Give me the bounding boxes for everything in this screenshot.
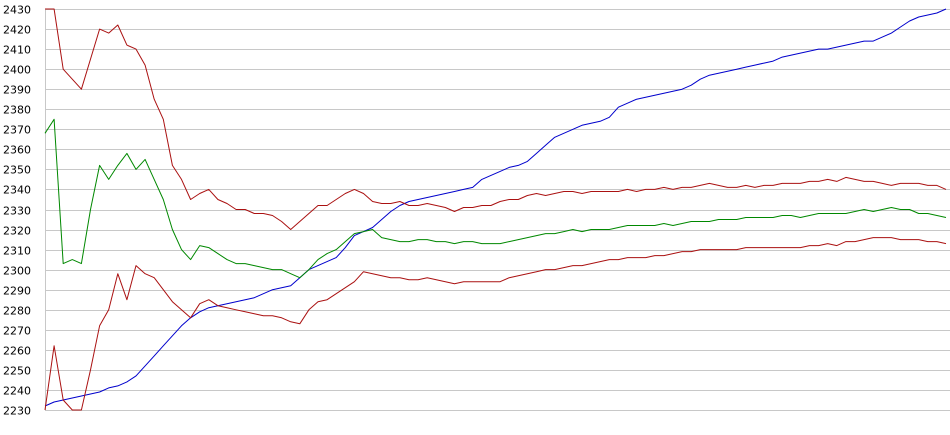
y-tick-label: 2330: [3, 205, 31, 218]
series-line-1: [44, 8, 947, 407]
y-tick-label: 2310: [3, 245, 31, 258]
y-tick-label: 2420: [3, 24, 31, 37]
y-tick-label: 2280: [3, 305, 31, 318]
y-axis-tick-labels: 2430 2420 2410 2400 2390 2380 2370 2360 2350 2340…: [3, 4, 31, 418]
y-tick-label: 2230: [3, 405, 31, 418]
y-tick-label: 2370: [3, 124, 31, 137]
series-line-2: [45, 8, 947, 230]
y-tick-label: 2290: [3, 285, 31, 298]
gridlines: [45, 9, 950, 411]
series-lines: [44, 8, 947, 411]
y-tick-label: 2360: [3, 144, 31, 157]
y-tick-label: 2350: [3, 164, 31, 177]
y-tick-label: 2390: [3, 84, 31, 97]
y-tick-label: 2300: [3, 265, 31, 278]
series-line-3: [44, 118, 947, 279]
series-line-4: [44, 237, 947, 411]
y-tick-label: 2410: [3, 44, 31, 57]
y-tick-label: 2340: [3, 184, 31, 197]
y-tick-label: 2270: [3, 325, 31, 338]
y-tick-label: 2400: [3, 64, 31, 77]
y-tick-label: 2250: [3, 365, 31, 378]
y-tick-label: 2430: [3, 4, 31, 17]
y-tick-label: 2320: [3, 225, 31, 238]
y-tick-label: 2240: [3, 385, 31, 398]
y-tick-label: 2380: [3, 104, 31, 117]
y-tick-label: 2260: [3, 345, 31, 358]
